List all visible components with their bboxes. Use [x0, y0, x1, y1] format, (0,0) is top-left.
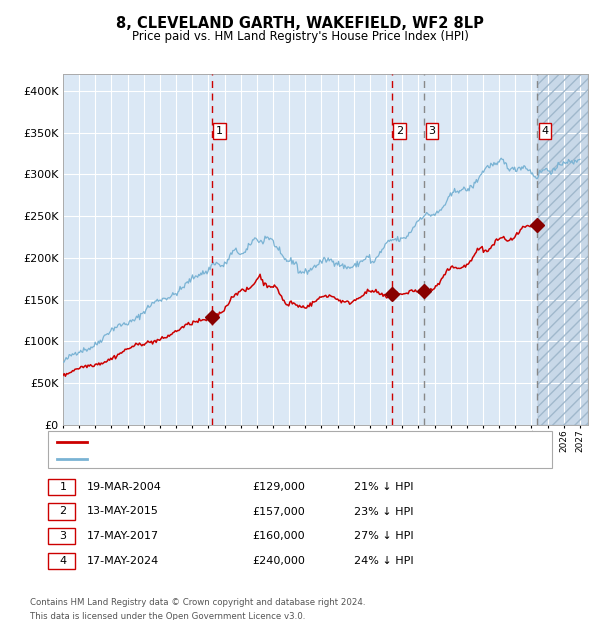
Text: 8, CLEVELAND GARTH, WAKEFIELD, WF2 8LP: 8, CLEVELAND GARTH, WAKEFIELD, WF2 8LP: [116, 16, 484, 31]
Text: 27% ↓ HPI: 27% ↓ HPI: [354, 531, 413, 541]
Bar: [538, 74, 588, 425]
Bar: [538, 74, 588, 425]
Text: £160,000: £160,000: [252, 531, 305, 541]
Text: £157,000: £157,000: [252, 507, 305, 516]
Text: 17-MAY-2017: 17-MAY-2017: [87, 531, 159, 541]
Text: 3: 3: [428, 126, 436, 136]
Text: Price paid vs. HM Land Registry's House Price Index (HPI): Price paid vs. HM Land Registry's House …: [131, 30, 469, 43]
Text: £129,000: £129,000: [252, 482, 305, 492]
Text: HPI: Average price, detached house, Wakefield: HPI: Average price, detached house, Wake…: [93, 454, 337, 464]
Text: 23% ↓ HPI: 23% ↓ HPI: [354, 507, 413, 516]
Text: 19-MAR-2004: 19-MAR-2004: [87, 482, 162, 492]
Text: 4: 4: [59, 556, 67, 566]
Text: 8, CLEVELAND GARTH, WAKEFIELD, WF2 8LP (detached house): 8, CLEVELAND GARTH, WAKEFIELD, WF2 8LP (…: [93, 437, 419, 447]
Text: 13-MAY-2015: 13-MAY-2015: [87, 507, 159, 516]
Text: Contains HM Land Registry data © Crown copyright and database right 2024.: Contains HM Land Registry data © Crown c…: [30, 598, 365, 607]
Text: 24% ↓ HPI: 24% ↓ HPI: [354, 556, 413, 566]
Text: 2: 2: [396, 126, 403, 136]
Text: 1: 1: [216, 126, 223, 136]
Text: 3: 3: [59, 531, 67, 541]
Text: 21% ↓ HPI: 21% ↓ HPI: [354, 482, 413, 492]
Text: This data is licensed under the Open Government Licence v3.0.: This data is licensed under the Open Gov…: [30, 612, 305, 620]
Text: 1: 1: [59, 482, 67, 492]
Text: £240,000: £240,000: [252, 556, 305, 566]
Text: 17-MAY-2024: 17-MAY-2024: [87, 556, 159, 566]
Text: 4: 4: [541, 126, 548, 136]
Text: 2: 2: [59, 507, 67, 516]
